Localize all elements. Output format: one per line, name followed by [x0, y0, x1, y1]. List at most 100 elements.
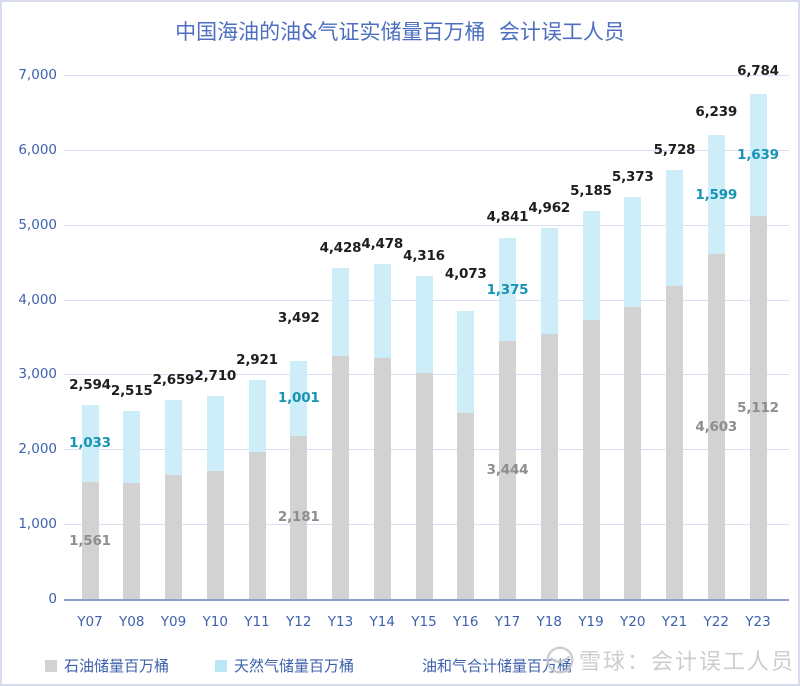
bar-segment-gas-Y07 — [81, 404, 99, 483]
bar-segment-gas-Y08 — [123, 410, 141, 483]
total-label-Y16: 4,073 — [444, 266, 487, 283]
bar-segment-oil-Y15 — [415, 373, 433, 599]
y-tick-label: 0 — [48, 591, 57, 607]
bar-segment-oil-Y22 — [707, 254, 725, 599]
oil-label-Y07: 1,561 — [69, 532, 111, 549]
total-label-Y23: 6,784 — [737, 63, 779, 80]
y-tick-label: 7,000 — [18, 67, 57, 83]
bar-segment-oil-Y21 — [666, 286, 683, 599]
x-tick-label-Y17: Y17 — [494, 614, 521, 630]
total-label-Y10: 2,710 — [194, 368, 237, 385]
bar-segment-oil-Y20 — [624, 307, 642, 599]
y-tick-label: 4,000 — [18, 291, 57, 308]
chart-title: 中国海油的油&气证实储量百万桶 会计误工人员 — [175, 20, 625, 44]
total-label-Y17: 4,841 — [486, 208, 529, 225]
gas-swatch-icon — [215, 659, 227, 672]
bar-segment-oil-Y13 — [332, 356, 349, 599]
bar-segment-oil-Y18 — [540, 334, 558, 599]
gridline — [64, 224, 789, 226]
x-tick-label-Y23: Y23 — [745, 614, 771, 630]
gas-label-Y23: 1,639 — [737, 146, 779, 163]
x-tick-label-Y19: Y19 — [578, 614, 604, 630]
bar-segment-gas-Y14 — [373, 263, 391, 358]
y-tick-label: 1,000 — [18, 516, 57, 533]
bar-segment-gas-Y10 — [206, 396, 224, 471]
bar-segment-gas-Y22 — [707, 134, 725, 255]
gas-label-Y22: 1,599 — [695, 186, 738, 203]
oil-swatch-icon — [45, 659, 57, 672]
legend-item-total: 油和气合计储量百万桶 — [422, 655, 572, 676]
x-tick-label-Y15: Y15 — [411, 614, 437, 630]
bar-segment-oil-Y14 — [373, 358, 391, 599]
x-tick-label-Y20: Y20 — [620, 614, 646, 630]
total-label-Y12: 3,492 — [277, 309, 320, 326]
legend-total-label: 油和气合计储量百万桶 — [422, 657, 573, 675]
legend-oil-label: 石油储量百万桶 — [64, 657, 170, 675]
bar-segment-oil-Y19 — [582, 320, 600, 599]
x-tick-label-Y21: Y21 — [661, 614, 688, 630]
total-label-Y22: 6,239 — [695, 103, 738, 120]
x-tick-label-Y08: Y08 — [119, 614, 145, 630]
bar-segment-gas-Y19 — [582, 210, 600, 320]
bar-segment-gas-Y16 — [457, 310, 475, 413]
y-tick-label: 3,000 — [18, 366, 57, 383]
y-tick-label: 5,000 — [18, 216, 57, 233]
bar-segment-oil-Y07 — [81, 482, 99, 599]
x-tick-label-Y07: Y07 — [77, 614, 103, 630]
bar-segment-gas-Y21 — [666, 170, 683, 286]
bar-segment-gas-Y15 — [415, 275, 433, 373]
oil-label-Y22: 4,603 — [695, 418, 738, 435]
gridline — [64, 149, 789, 151]
y-tick-label: 6,000 — [18, 141, 57, 158]
oil-label-Y12: 2,181 — [277, 509, 320, 526]
total-label-Y11: 2,921 — [236, 352, 278, 369]
total-label-Y08: 2,515 — [110, 382, 153, 399]
bar-segment-oil-Y23 — [749, 216, 767, 599]
bar-segment-gas-Y18 — [540, 227, 558, 334]
legend-item-oil: 石油储量百万桶 — [45, 655, 169, 676]
bar-segment-gas-Y12 — [290, 360, 308, 436]
x-tick-label-Y22: Y22 — [703, 614, 729, 630]
bar-segment-oil-Y09 — [165, 475, 182, 599]
bar-segment-gas-Y13 — [332, 267, 349, 356]
gridline — [64, 75, 789, 76]
oil-label-Y23: 5,112 — [737, 399, 779, 416]
oil-label-Y17: 3,444 — [486, 462, 529, 479]
total-label-Y09: 2,659 — [152, 371, 195, 388]
total-label-Y13: 4,428 — [319, 239, 362, 256]
x-tick-label-Y09: Y09 — [160, 614, 187, 630]
legend: 石油储量百万桶 天然气储量百万桶 油和气合计储量百万桶 — [2, 655, 798, 675]
bar-segment-oil-Y11 — [248, 452, 266, 599]
bar-segment-gas-Y20 — [624, 196, 642, 308]
bar-segment-oil-Y16 — [457, 413, 475, 599]
total-label-Y20: 5,373 — [611, 168, 654, 185]
bar-segment-oil-Y08 — [123, 483, 141, 599]
total-label-Y15: 4,316 — [403, 247, 445, 264]
total-label-Y14: 4,478 — [361, 235, 404, 252]
gas-label-Y17: 1,375 — [486, 281, 529, 298]
bar-segment-oil-Y10 — [206, 471, 224, 599]
total-label-Y07: 2,594 — [69, 376, 111, 393]
legend-item-gas: 天然气储量百万桶 — [215, 655, 354, 676]
legend-gas-label: 天然气储量百万桶 — [234, 657, 355, 675]
x-tick-label-Y18: Y18 — [536, 614, 562, 630]
x-tick-label-Y14: Y14 — [369, 614, 395, 630]
x-tick-label-Y10: Y10 — [202, 614, 228, 630]
gas-label-Y12: 1,001 — [277, 390, 320, 407]
bar-segment-gas-Y17 — [499, 238, 516, 342]
total-label-Y18: 4,962 — [528, 199, 571, 216]
total-label-Y19: 5,185 — [570, 182, 612, 199]
bar-segment-oil-Y17 — [499, 341, 516, 599]
plot-area — [64, 75, 789, 601]
y-tick-label: 2,000 — [18, 441, 57, 458]
x-tick-label-Y13: Y13 — [327, 614, 354, 630]
x-tick-label-Y12: Y12 — [286, 614, 312, 630]
bar-segment-gas-Y09 — [165, 399, 182, 475]
x-tick-label-Y16: Y16 — [453, 614, 479, 630]
gas-label-Y07: 1,033 — [69, 435, 111, 452]
bar-segment-gas-Y23 — [749, 93, 767, 217]
bar-segment-gas-Y11 — [248, 380, 266, 452]
x-tick-label-Y11: Y11 — [244, 614, 270, 630]
bar-segment-oil-Y12 — [290, 435, 308, 599]
